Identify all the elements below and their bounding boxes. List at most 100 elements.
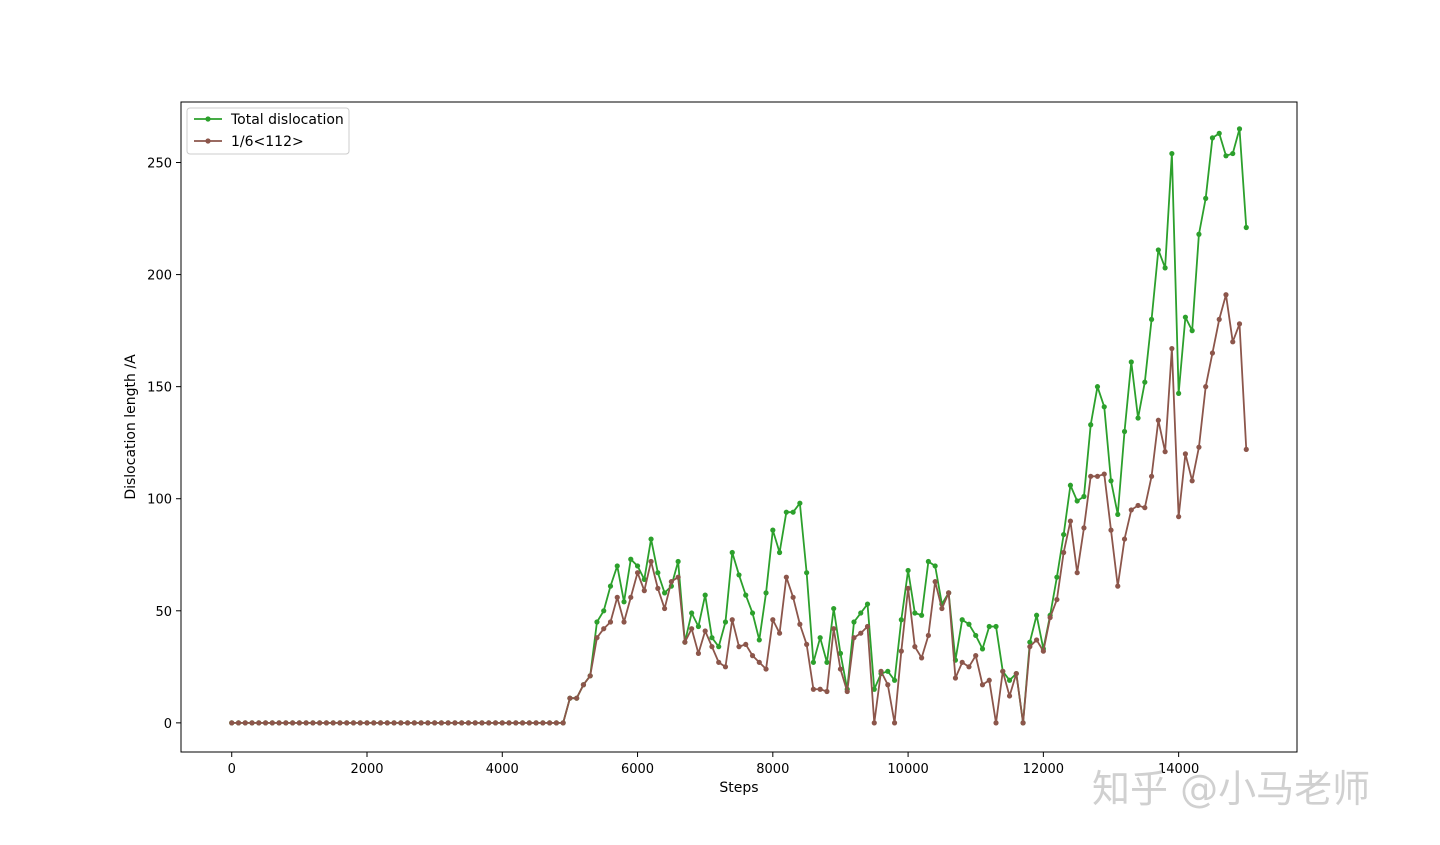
data-point xyxy=(946,590,952,596)
data-point xyxy=(418,720,424,726)
data-point xyxy=(891,677,898,683)
data-point xyxy=(1155,417,1161,423)
data-point xyxy=(1027,644,1033,650)
legend: Total dislocation 1/6<112> xyxy=(186,107,350,155)
data-point xyxy=(621,619,627,625)
data-point xyxy=(973,632,979,639)
data-point xyxy=(1203,195,1209,201)
data-point xyxy=(695,623,702,630)
data-point xyxy=(1088,473,1094,479)
data-point xyxy=(1108,527,1114,533)
data-point xyxy=(594,619,600,625)
data-point xyxy=(1189,328,1195,334)
data-point xyxy=(269,720,275,726)
data-point xyxy=(614,594,620,600)
data-point xyxy=(641,588,647,594)
data-point xyxy=(844,688,850,695)
data-point xyxy=(262,720,269,726)
data-point xyxy=(668,579,674,585)
data-point xyxy=(574,695,580,701)
data-point xyxy=(810,686,817,692)
data-point xyxy=(817,686,823,692)
data-point xyxy=(384,720,390,726)
data-point xyxy=(871,720,877,726)
data-point xyxy=(425,720,431,726)
data-point xyxy=(1067,482,1074,488)
data-point xyxy=(979,646,986,652)
y-axis-label: Dislocation length /A xyxy=(123,354,139,500)
x-tick-label: 10000 xyxy=(887,762,928,777)
data-point xyxy=(986,623,992,630)
data-point xyxy=(1128,507,1134,513)
data-point xyxy=(465,720,472,726)
data-point xyxy=(912,610,918,616)
data-point xyxy=(1135,502,1141,509)
data-point xyxy=(655,570,661,576)
data-point xyxy=(229,720,235,726)
x-tick-label: 2000 xyxy=(350,762,383,777)
data-point xyxy=(547,720,553,726)
data-point xyxy=(966,621,972,627)
data-point xyxy=(770,617,776,623)
data-point xyxy=(1088,422,1094,428)
data-point xyxy=(763,666,769,672)
data-point xyxy=(1162,265,1168,271)
data-point xyxy=(1027,639,1033,645)
data-point xyxy=(749,653,756,659)
data-point xyxy=(736,644,742,650)
data-point xyxy=(628,594,634,600)
data-point xyxy=(276,720,282,726)
data-point xyxy=(1047,614,1053,621)
data-point xyxy=(364,720,370,726)
data-point xyxy=(1034,612,1040,618)
data-point xyxy=(871,686,877,692)
y-tick-label: 200 xyxy=(147,269,172,284)
data-point xyxy=(391,720,397,726)
data-point xyxy=(1176,514,1182,520)
data-point xyxy=(594,635,600,641)
data-point xyxy=(695,650,702,656)
legend-marker-total-dislocation xyxy=(205,116,211,122)
watermark: 知乎 @小马老师 xyxy=(1092,767,1370,811)
data-point xyxy=(729,617,735,623)
data-point xyxy=(1169,150,1175,157)
data-point xyxy=(235,720,242,726)
data-point xyxy=(722,664,729,670)
data-point xyxy=(560,720,566,726)
data-point xyxy=(885,682,891,688)
data-point xyxy=(783,574,789,580)
data-point xyxy=(519,720,526,726)
data-point xyxy=(1209,350,1216,356)
data-point xyxy=(438,720,444,726)
data-point xyxy=(689,610,695,616)
legend-label-112: 1/6<112> xyxy=(231,134,304,150)
data-point xyxy=(1101,404,1107,410)
data-point xyxy=(1081,493,1087,500)
data-point xyxy=(513,720,519,726)
data-point xyxy=(432,720,438,726)
data-point xyxy=(506,720,512,726)
data-point xyxy=(540,720,546,726)
data-point xyxy=(716,659,722,665)
data-point xyxy=(817,635,823,641)
data-point xyxy=(939,605,945,612)
data-point xyxy=(709,635,715,641)
data-point xyxy=(1074,570,1080,576)
data-point xyxy=(898,648,904,654)
data-point xyxy=(323,720,330,726)
data-point xyxy=(932,563,938,569)
plot-frame xyxy=(180,101,1298,753)
data-point xyxy=(1155,247,1161,253)
data-point xyxy=(783,509,789,515)
x-tick-label: 6000 xyxy=(621,762,654,777)
data-point xyxy=(290,720,296,726)
data-point xyxy=(1216,130,1222,136)
data-point xyxy=(858,630,864,636)
data-point xyxy=(1203,384,1209,390)
data-point xyxy=(1142,379,1148,385)
data-point xyxy=(1061,549,1067,556)
data-point xyxy=(716,644,722,650)
data-point xyxy=(533,720,539,726)
data-point xyxy=(959,659,965,665)
